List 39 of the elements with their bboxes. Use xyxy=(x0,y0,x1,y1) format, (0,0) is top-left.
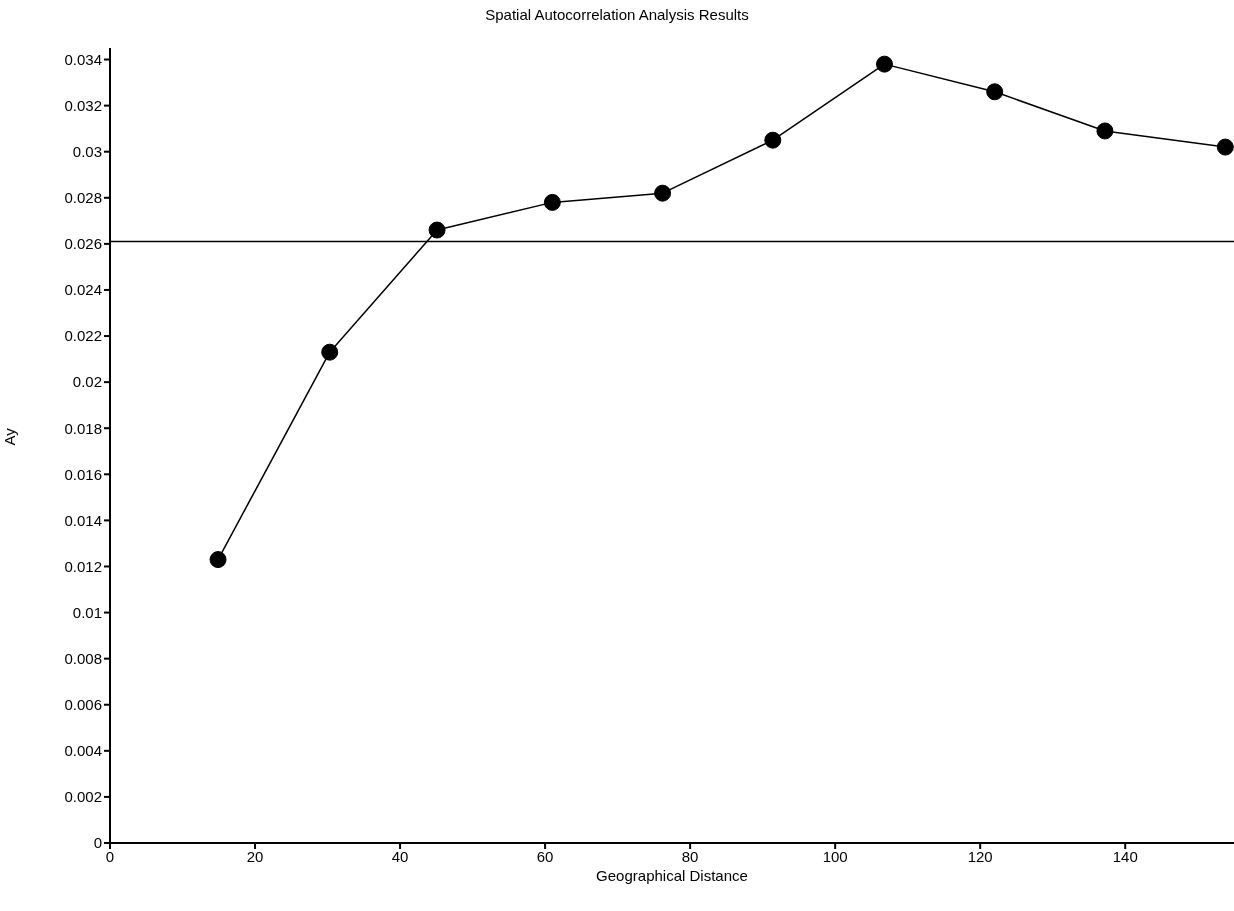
x-tick-label: 60 xyxy=(536,847,554,865)
point xyxy=(1216,138,1234,156)
x-tick-label: 20 xyxy=(246,847,264,865)
y-tick-label: 0.014 xyxy=(64,511,102,529)
point xyxy=(209,551,227,569)
y-tick-label: 0.024 xyxy=(64,281,102,299)
y-tick-label: 0.016 xyxy=(64,465,102,483)
y-tick-label: 0.022 xyxy=(64,327,102,345)
y-axis-title: Ay xyxy=(1,427,19,446)
y-tick-label: 0.008 xyxy=(64,649,102,667)
y-tick-label: 0.018 xyxy=(64,419,102,437)
y-tick-label: 0.01 xyxy=(72,603,102,621)
point xyxy=(875,55,893,73)
y-tick-label: 0.034 xyxy=(64,50,102,68)
y-tick-label: 0.002 xyxy=(64,788,102,806)
y-tick-label: 0.026 xyxy=(64,235,102,253)
x-axis-title: Geographical Distance xyxy=(596,867,748,884)
point xyxy=(428,221,446,239)
x-tick-label: 0 xyxy=(105,847,115,865)
point xyxy=(1096,122,1114,140)
point xyxy=(543,193,561,211)
point xyxy=(654,184,672,202)
y-tick-label: 0.03 xyxy=(72,143,102,161)
y-tick-label: 0.004 xyxy=(64,742,102,760)
point xyxy=(764,131,782,149)
x-tick-label: 80 xyxy=(681,847,699,865)
point xyxy=(986,83,1004,101)
y-tick-label: 0 xyxy=(93,834,102,852)
y-tick-label: 0.028 xyxy=(64,189,102,207)
y-tick-label: 0.032 xyxy=(64,96,102,114)
chart-title: Spatial Autocorrelation Analysis Results xyxy=(484,6,750,23)
x-tick-label: 40 xyxy=(391,847,409,865)
x-tick-label: 100 xyxy=(822,847,848,865)
y-tick-label: 0.02 xyxy=(72,373,102,391)
x-tick-label: 120 xyxy=(967,847,993,865)
y-tick-label: 0.006 xyxy=(64,696,102,714)
x-tick-label: 140 xyxy=(1112,847,1138,865)
point xyxy=(321,343,339,361)
y-tick-label: 0.012 xyxy=(64,557,102,575)
